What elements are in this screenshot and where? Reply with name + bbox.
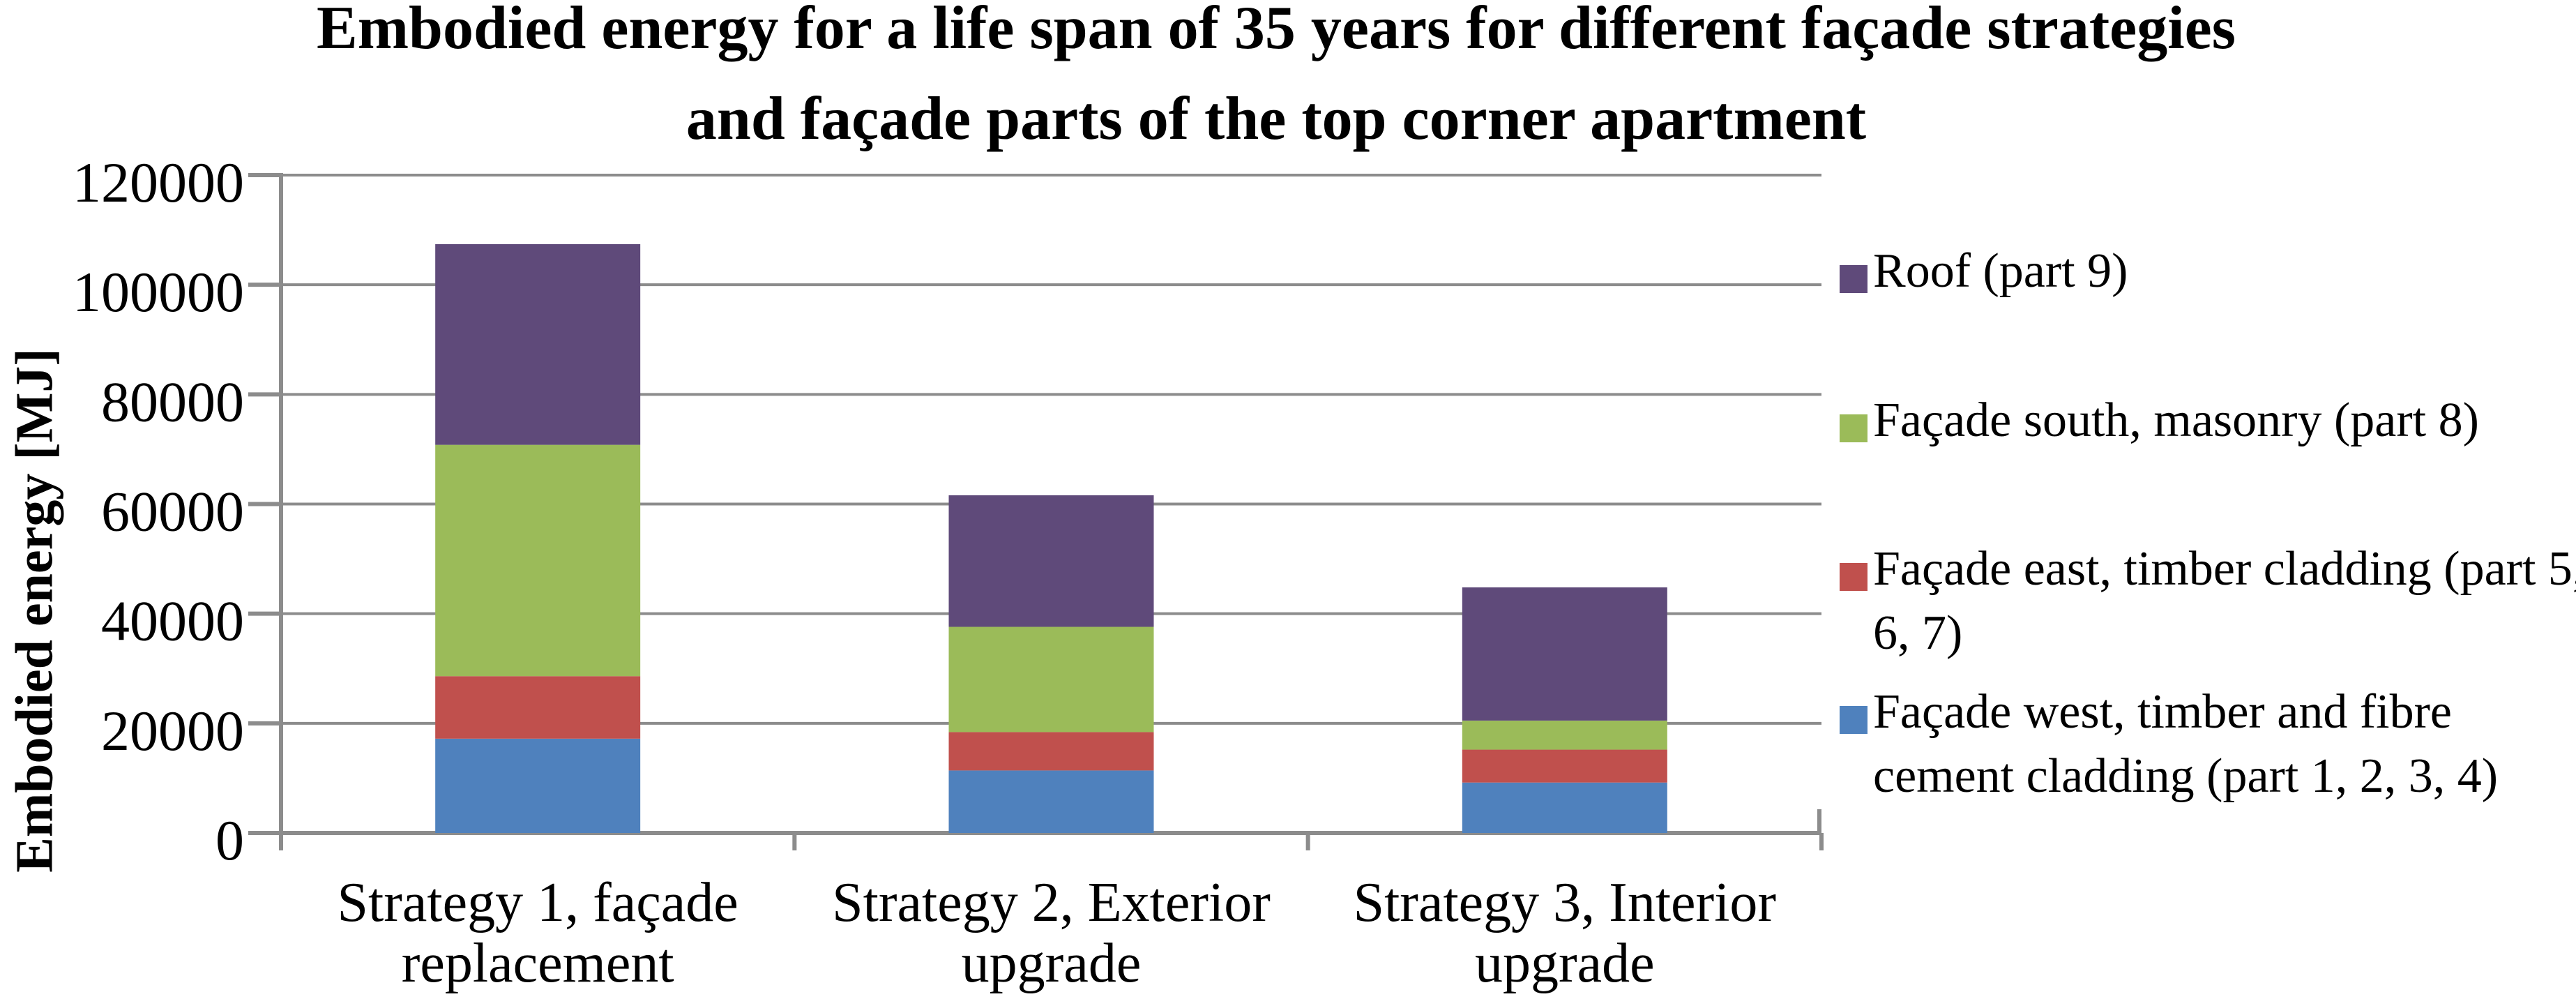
bar-segment xyxy=(435,444,641,677)
legend-label-line: Façade east, timber cladding (part 5, xyxy=(1873,542,2576,596)
bar-segment xyxy=(1462,587,1667,721)
y-tick-label: 20000 xyxy=(101,699,244,763)
bar-segment xyxy=(1462,720,1667,750)
bar-segment xyxy=(948,732,1154,771)
bar-segment xyxy=(948,770,1154,833)
chart-title: Embodied energy for a life span of 35 ye… xyxy=(0,0,2552,165)
bar-segment xyxy=(948,495,1154,627)
legend-item: Façade west, timber and fibre cement clad… xyxy=(1840,680,2498,809)
legend-item: Façade south, masonry (part 8) xyxy=(1840,389,2479,453)
x-category-label: Strategy 3, Interior xyxy=(1354,872,1776,933)
legend-label-line: Façade south, masonry (part 8) xyxy=(1873,393,2479,447)
plot-area: 0 20000 40000 60000 80000 100000 120000 Strateg… xyxy=(73,151,1824,994)
y-tick-label: 60000 xyxy=(101,480,244,543)
chart-title-line1: Embodied energy for a life span of 35 ye… xyxy=(317,0,2236,62)
legend-label: Façade west, timber and fibre cement clad… xyxy=(1873,680,2498,809)
x-category-label: Strategy 1, façade xyxy=(338,872,738,933)
x-category-label: Strategy 2, Exterior xyxy=(832,872,1271,933)
y-tick-label: 40000 xyxy=(101,589,244,653)
legend-label-line: Roof (part 9) xyxy=(1873,244,2128,298)
legend-item: Façade east, timber cladding (part 5, 6, … xyxy=(1840,537,2576,666)
legend-label-line: 6, 7) xyxy=(1873,606,1963,660)
y-tick-label: 120000 xyxy=(73,151,244,214)
x-category-label: replacement xyxy=(402,933,674,994)
x-category-label: upgrade xyxy=(1475,933,1655,994)
bar-segment xyxy=(435,676,641,739)
bar-segment xyxy=(1462,749,1667,783)
bar-segment xyxy=(435,738,641,833)
legend-label-line: Façade west, timber and fibre xyxy=(1873,685,2452,739)
bar-segment xyxy=(948,626,1154,733)
legend-label: Roof (part 9) xyxy=(1873,239,2128,303)
legend-label: Façade east, timber cladding (part 5, 6, … xyxy=(1873,537,2576,666)
y-tick-label: 100000 xyxy=(73,260,244,324)
legend-label: Façade south, masonry (part 8) xyxy=(1873,389,2479,453)
x-category-label: upgrade xyxy=(962,933,1142,994)
chart-title-line2: and façade parts of the top corner apart… xyxy=(685,85,1867,153)
bar-segment xyxy=(1462,782,1667,833)
legend-item: Roof (part 9) xyxy=(1840,239,2128,303)
y-tick-label: 0 xyxy=(215,809,244,872)
y-tick-label: 80000 xyxy=(101,370,244,433)
bar-segment xyxy=(435,244,641,445)
legend-label-line: cement cladding (part 1, 2, 3, 4) xyxy=(1873,749,2499,803)
